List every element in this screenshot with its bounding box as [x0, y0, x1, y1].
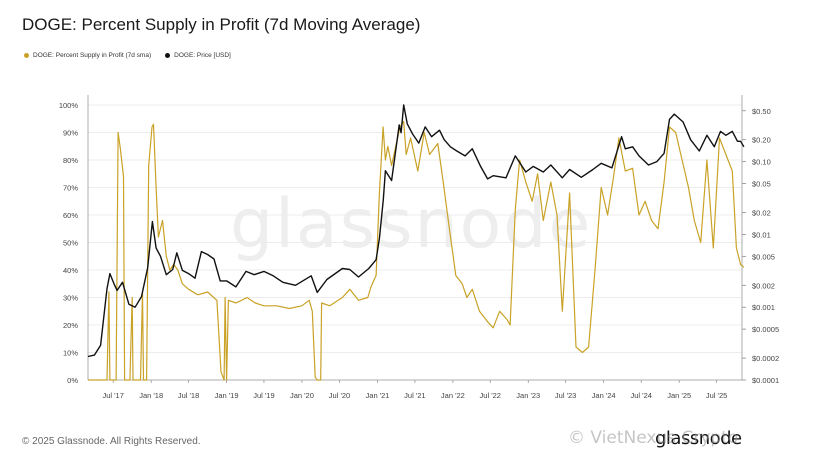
x-tick-label: Jan '22 [441, 391, 465, 400]
y-left-tick-label: 20% [63, 321, 78, 330]
y-right-tick-label: $0.0002 [752, 354, 779, 363]
legend-swatch-supply [24, 53, 29, 58]
y-right-tick-label: $0.50 [752, 107, 771, 116]
x-tick-label: Jul '20 [329, 391, 350, 400]
series-line-price [87, 104, 745, 358]
x-tick-label: Jul '24 [630, 391, 651, 400]
x-tick-label: Jan '19 [215, 391, 239, 400]
x-tick-label: Jul '19 [253, 391, 274, 400]
y-left-tick-label: 90% [63, 129, 78, 138]
x-tick-label: Jul '23 [555, 391, 576, 400]
series-line-supply-in-profit [88, 120, 745, 381]
y-left-tick-label: 60% [63, 211, 78, 220]
x-tick-label: Jan '21 [366, 391, 390, 400]
x-tick-label: Jul '21 [404, 391, 425, 400]
y-right-tick-label: $0.0005 [752, 325, 779, 334]
chart-legend: DOGE: Percent Supply in Profit (7d sma) … [24, 52, 231, 59]
overlay-watermark: © VietNexus Crypto [568, 428, 739, 448]
y-left-tick-label: 50% [63, 239, 78, 248]
legend-label-supply: DOGE: Percent Supply in Profit (7d sma) [33, 52, 152, 59]
y-left-tick-label: 100% [59, 101, 79, 110]
y-left-tick-label: 40% [63, 266, 78, 275]
y-left-tick-label: 0% [67, 376, 78, 385]
background-watermark: glassnode [230, 185, 593, 264]
y-left-tick-label: 30% [63, 294, 78, 303]
y-left-tick-label: 80% [63, 156, 78, 165]
legend-item-price[interactable]: DOGE: Price [USD] [165, 52, 231, 59]
x-tick-label: Jan '23 [516, 391, 540, 400]
y-right-tick-label: $0.10 [752, 158, 771, 167]
copyright-text: © 2025 Glassnode. All Rights Reserved. [22, 436, 201, 447]
x-tick-label: Jul '25 [706, 391, 727, 400]
y-right-tick-label: $0.20 [752, 136, 771, 145]
legend-swatch-price [165, 53, 171, 58]
y-right-tick-label: $0.002 [752, 281, 775, 290]
glassnode-logo: glassnode [655, 428, 742, 449]
y-left-tick-label: 70% [63, 184, 78, 193]
y-right-tick-label: $0.001 [752, 303, 775, 312]
x-tick-label: Jan '24 [592, 391, 616, 400]
x-tick-label: Jan '18 [139, 391, 163, 400]
x-tick-label: Jan '25 [667, 391, 691, 400]
x-tick-label: Jul '17 [102, 391, 123, 400]
page-title: DOGE: Percent Supply in Profit (7d Movin… [22, 15, 421, 34]
y-right-tick-label: $0.02 [752, 209, 771, 218]
x-tick-label: Jul '22 [480, 391, 501, 400]
y-right-tick-label: $0.005 [752, 252, 775, 261]
y-right-tick-label: $0.05 [752, 180, 771, 189]
legend-item-supply-in-profit[interactable]: DOGE: Percent Supply in Profit (7d sma) [24, 52, 151, 59]
legend-label-price: DOGE: Price [USD] [174, 52, 231, 59]
y-right-tick-label: $0.0001 [752, 376, 779, 385]
x-tick-label: Jul '18 [178, 391, 199, 400]
x-tick-label: Jan '20 [290, 391, 314, 400]
y-right-tick-label: $0.01 [752, 230, 771, 239]
y-left-tick-label: 10% [63, 349, 78, 358]
